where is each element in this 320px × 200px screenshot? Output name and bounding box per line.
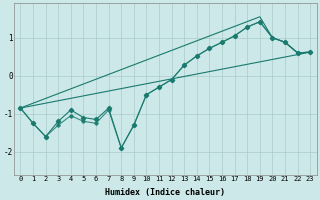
X-axis label: Humidex (Indice chaleur): Humidex (Indice chaleur) — [105, 188, 225, 197]
